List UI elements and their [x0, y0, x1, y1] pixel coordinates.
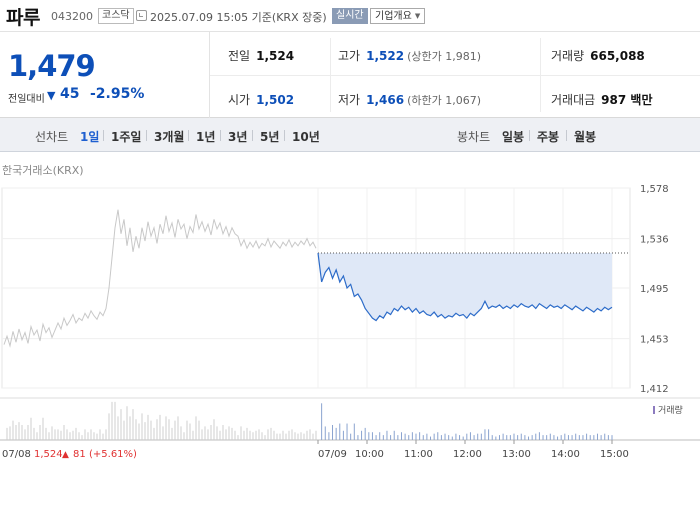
stock-header: 파루 043200 코스닥 2025.07.09 15:05 기준(KRX 장중…	[0, 0, 700, 32]
quote-datetime: 2025.07.09 15:05 기준(KRX 장중)	[150, 11, 327, 24]
upper-limit: (상한가 1,981)	[407, 50, 481, 63]
x-tick-label: 07/09	[318, 449, 347, 460]
lower-limit: (하한가 1,067)	[407, 94, 481, 107]
prev-day-change-percent: (+5.61%)	[89, 449, 137, 460]
x-tick-label: 10:00	[355, 449, 384, 460]
range-separator	[566, 130, 567, 141]
prev-day-date: 07/08	[2, 449, 31, 460]
amount-label: 거래대금	[551, 93, 596, 107]
volume-stat: 거래량 665,088	[551, 47, 645, 64]
company-info-label: 기업개요	[375, 11, 412, 22]
price-chart-svg: 1,578 1,536 1,495 1,453 1,412 거래량 07/09 10:00 11…	[0, 184, 700, 460]
clock-icon	[136, 10, 147, 21]
range-1day-button[interactable]: 1일	[80, 130, 100, 144]
prev-close-value: 1,524	[256, 49, 295, 63]
x-tick-label: 15:00	[600, 449, 629, 460]
stats-divider	[210, 75, 700, 76]
range-5year-button[interactable]: 5년	[260, 130, 280, 144]
open-stat: 시가 1,502	[228, 91, 294, 108]
x-tick-label: 13:00	[502, 449, 531, 460]
candle-monthly-button[interactable]: 월봉	[574, 130, 597, 144]
range-separator	[284, 130, 285, 141]
current-price: 1,479	[8, 49, 96, 83]
open-label: 시가	[228, 93, 251, 107]
stats-divider	[330, 38, 331, 112]
amount-value: 987 백만	[601, 93, 653, 107]
current-price-panel: 1,479 전일대비 ▼ 45 -2.95%	[0, 32, 210, 118]
price-change: 45	[60, 86, 80, 102]
stock-name: 파루	[6, 7, 40, 29]
prev-day-close: 1,524	[34, 449, 63, 460]
range-separator	[220, 130, 221, 141]
down-triangle-icon: ▼	[47, 89, 56, 102]
compare-label: 전일대비	[8, 94, 45, 105]
prev-day-change: 81	[73, 449, 86, 460]
price-change-percent: -2.95%	[90, 86, 145, 102]
volume-legend-swatch	[653, 406, 655, 414]
low-label: 저가	[338, 93, 361, 107]
high-label: 고가	[338, 49, 361, 63]
prev-close-stat: 전일 1,524	[228, 47, 294, 64]
open-value: 1,502	[256, 93, 295, 107]
stock-code: 043200	[51, 10, 93, 23]
range-separator	[529, 130, 530, 141]
y-tick-label: 1,495	[640, 284, 669, 295]
chart-range-bar: 선차트 1일 1주일 3개월 1년 3년 5년 10년 봉차트 일봉 주봉 월봉	[0, 118, 700, 152]
range-separator	[188, 130, 189, 141]
range-1week-button[interactable]: 1주일	[111, 130, 142, 144]
low-stat: 저가 1,466 (하한가 1,067)	[338, 91, 481, 108]
candle-weekly-button[interactable]: 주봉	[537, 130, 560, 144]
candle-daily-button[interactable]: 일봉	[502, 130, 525, 144]
range-1year-button[interactable]: 1년	[196, 130, 216, 144]
price-summary: 1,479 전일대비 ▼ 45 -2.95% 전일 1,524 고가 1,522 (상…	[0, 32, 700, 118]
chevron-down-icon: ▼	[414, 12, 421, 20]
realtime-button[interactable]: 실시간	[332, 8, 368, 24]
intraday-chart: 한국거래소(KRX) 1,578 1,536 1,495 1,453 1,412 거래량 0…	[0, 152, 700, 462]
low-value: 1,466	[366, 93, 405, 107]
candle-chart-label: 봉차트	[457, 130, 491, 144]
chart-source-label: 한국거래소(KRX)	[2, 164, 84, 177]
y-tick-label: 1,578	[640, 184, 669, 195]
range-3year-button[interactable]: 3년	[228, 130, 248, 144]
high-stat: 고가 1,522 (상한가 1,981)	[338, 47, 481, 64]
range-10year-button[interactable]: 10년	[292, 130, 320, 144]
y-tick-label: 1,412	[640, 384, 669, 395]
y-tick-label: 1,453	[640, 335, 669, 346]
up-triangle-icon: ▲	[62, 450, 69, 460]
stats-divider	[540, 38, 541, 112]
volume-label: 거래량	[551, 49, 585, 63]
today-price-line	[317, 252, 613, 322]
high-value: 1,522	[366, 49, 405, 63]
today-area-fill	[318, 253, 612, 321]
range-separator	[252, 130, 253, 141]
x-tick-label: 14:00	[551, 449, 580, 460]
volume-legend-label: 거래량	[658, 404, 683, 416]
company-info-dropdown[interactable]: 기업개요 ▼	[370, 8, 426, 24]
amount-stat: 거래대금 987 백만	[551, 91, 652, 108]
range-separator	[103, 130, 104, 141]
range-separator	[146, 130, 147, 141]
line-chart-label: 선차트	[35, 130, 69, 144]
market-badge: 코스닥	[98, 8, 134, 24]
volume-value: 665,088	[590, 49, 645, 63]
range-3month-button[interactable]: 3개월	[154, 130, 185, 144]
y-tick-label: 1,536	[640, 235, 669, 246]
x-tick-label: 12:00	[453, 449, 482, 460]
prev-day-price-line	[3, 209, 317, 348]
prev-close-label: 전일	[228, 49, 251, 63]
x-tick-label: 11:00	[404, 449, 433, 460]
